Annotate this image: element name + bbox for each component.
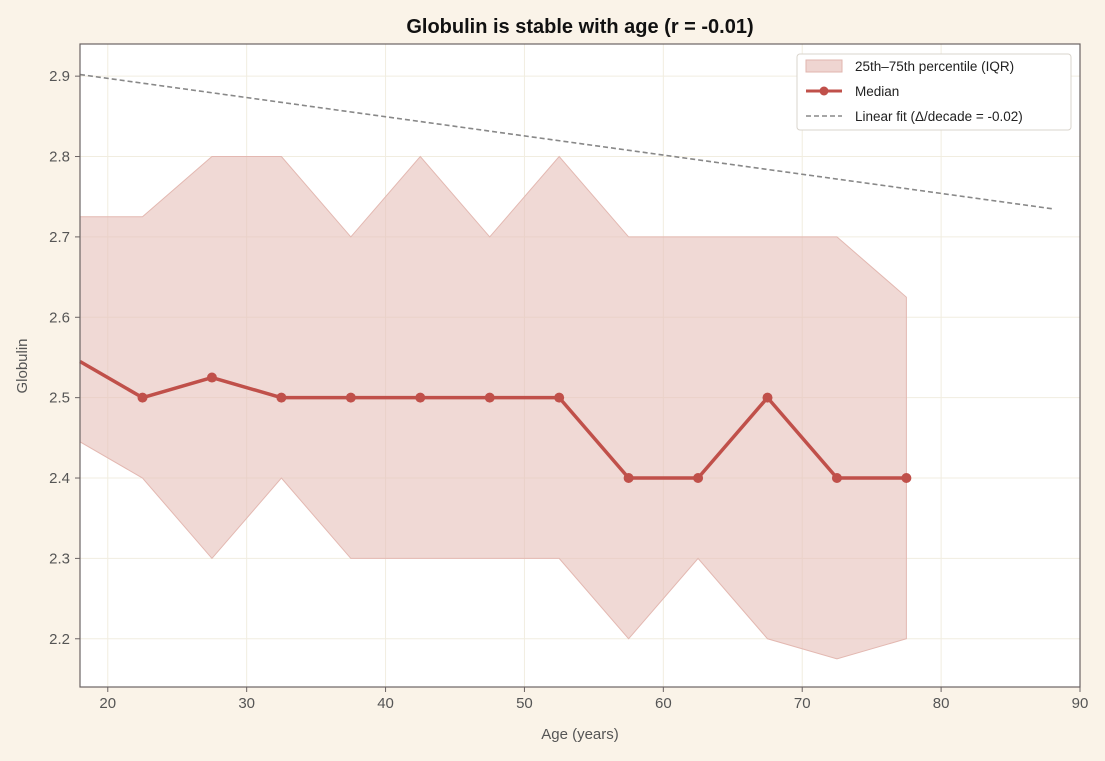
legend-box [796, 53, 1072, 131]
y-tick-label: 2.2 [49, 631, 70, 648]
y-tick-label: 2.6 [49, 309, 70, 326]
y-axis-label: Globulin [14, 338, 31, 393]
x-tick-label: 80 [933, 695, 950, 712]
y-tick-label: 2.5 [49, 390, 70, 407]
median-point [415, 392, 426, 403]
legend-label-median: Median [855, 84, 899, 99]
y-tick-label: 2.9 [49, 68, 70, 85]
x-tick-label: 30 [238, 695, 255, 712]
legend-swatch-median-marker [819, 86, 829, 96]
median-point [137, 392, 148, 403]
legend-label-fit: Linear fit (Δ/decade = -0.02) [855, 109, 1023, 124]
median-point [345, 392, 356, 403]
median-point [554, 392, 565, 403]
x-axis-label: Age (years) [541, 726, 619, 743]
linear-fit-line [79, 73, 1053, 210]
median-point [693, 473, 704, 484]
x-tick-label: 40 [377, 695, 394, 712]
iqr-band [79, 155, 907, 660]
legend-label-iqr: 25th–75th percentile (IQR) [855, 59, 1014, 74]
legend-swatch-iqr [805, 59, 843, 73]
median-point [484, 392, 495, 403]
y-tick-label: 2.3 [49, 550, 70, 567]
median-point [276, 392, 287, 403]
chart-title: Globulin is stable with age (r = -0.01) [406, 16, 753, 38]
x-tick-label: 90 [1072, 695, 1089, 712]
y-tick-label: 2.8 [49, 149, 70, 166]
median-point [762, 392, 773, 403]
x-tick-label: 50 [516, 695, 533, 712]
tick-labels: 20 30 40 50 60 70 80 90 2.2 2.3 2.4 2.5 2.6 2.7 2.8 2.9 [49, 68, 1088, 712]
x-tick-label: 70 [794, 695, 811, 712]
y-tick-label: 2.7 [49, 229, 70, 246]
median-point [831, 473, 842, 484]
x-tick-label: 20 [99, 695, 116, 712]
legend: 25th–75th percentile (IQR) Median Linear… [796, 53, 1072, 131]
median-point [206, 372, 217, 383]
y-tick-label: 2.4 [49, 470, 70, 487]
x-tick-label: 60 [655, 695, 672, 712]
plot-frame [79, 43, 1081, 688]
data-layer [79, 73, 1053, 660]
median-point [901, 473, 912, 484]
median-point [623, 473, 634, 484]
